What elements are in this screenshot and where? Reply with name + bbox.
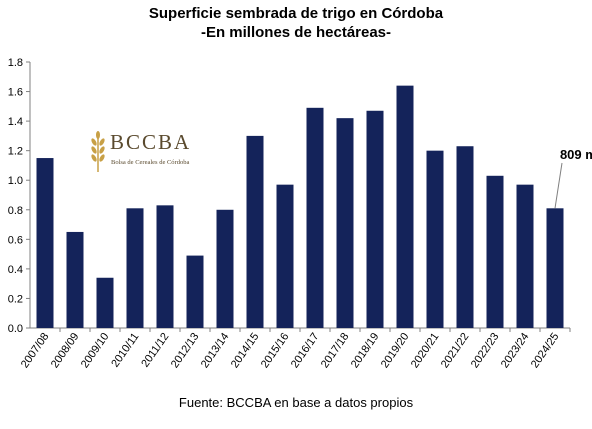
bar-2024-25	[546, 208, 564, 328]
bar-2009-10	[96, 277, 114, 328]
bar-2020-21	[426, 150, 444, 328]
y-tick-label: 1.6	[8, 87, 23, 99]
bar-2023-24	[516, 184, 534, 328]
bar-2016-17	[306, 107, 324, 328]
bar-2008-09	[66, 231, 84, 328]
x-tick-label: 2019/20	[379, 331, 412, 370]
bar-2019-20	[396, 85, 414, 329]
bar-2022-23	[486, 175, 504, 328]
bar-2015-16	[276, 184, 294, 328]
x-tick-label: 2020/21	[409, 331, 442, 370]
logo-subtitle: Bolsa de Cereales de Córdoba	[111, 159, 190, 166]
x-tick-label: 2023/24	[499, 331, 532, 370]
x-tick-label: 2013/14	[199, 331, 232, 370]
bar-2010-11	[126, 208, 144, 328]
annotation-label: 809 mil	[560, 147, 592, 162]
chart-subtitle: -En millones de hectáreas-	[200, 24, 392, 41]
x-tick-label: 2015/16	[259, 331, 292, 370]
bar-2017-18	[336, 118, 354, 329]
bccba-logo: BCCBA Bolsa de Cereales de Córdoba	[88, 130, 208, 174]
bar-2011-12	[156, 205, 174, 328]
x-tick-label: 2008/09	[49, 331, 82, 370]
bar-2014-15	[246, 135, 264, 328]
x-tick-label: 2016/17	[289, 331, 322, 370]
source-note: Fuente: BCCBA en base a datos propios	[178, 395, 414, 410]
x-tick-label: 2012/13	[169, 331, 202, 370]
bar-2018-19	[366, 110, 384, 329]
x-tick-label: 2024/25	[529, 331, 562, 370]
x-tick-label: 2009/10	[79, 331, 112, 370]
chart-title: Superficie sembrada de trigo en Córdoba	[148, 5, 444, 22]
x-tick-label: 2007/08	[19, 331, 52, 370]
y-tick-label: 0.4	[8, 264, 23, 276]
x-tick-label: 2021/22	[439, 331, 472, 370]
bar-2012-13	[186, 255, 204, 328]
wheat-icon	[91, 131, 105, 172]
x-tick-label: 2014/15	[229, 331, 262, 370]
x-tick-label: 2011/12	[139, 331, 171, 370]
y-tick-label: 1.0	[8, 175, 23, 187]
y-tick-label: 0.8	[8, 205, 23, 217]
x-tick-label: 2010/11	[109, 331, 141, 370]
bar-2021-22	[456, 146, 474, 328]
bar-2007-08	[36, 158, 54, 328]
y-tick-label: 0.0	[8, 323, 23, 335]
x-tick-label: 2022/23	[469, 331, 502, 370]
y-tick-label: 1.2	[8, 146, 23, 158]
y-tick-label: 1.8	[8, 57, 23, 69]
logo-name: BCCBA	[110, 130, 192, 154]
x-tick-label: 2018/19	[349, 331, 382, 370]
x-tick-label: 2017/18	[319, 331, 352, 370]
y-tick-label: 0.6	[8, 234, 23, 246]
y-tick-label: 1.4	[8, 116, 23, 128]
annotation-leader	[554, 162, 563, 209]
bar-2013-14	[216, 209, 234, 328]
y-tick-label: 0.2	[8, 293, 23, 305]
